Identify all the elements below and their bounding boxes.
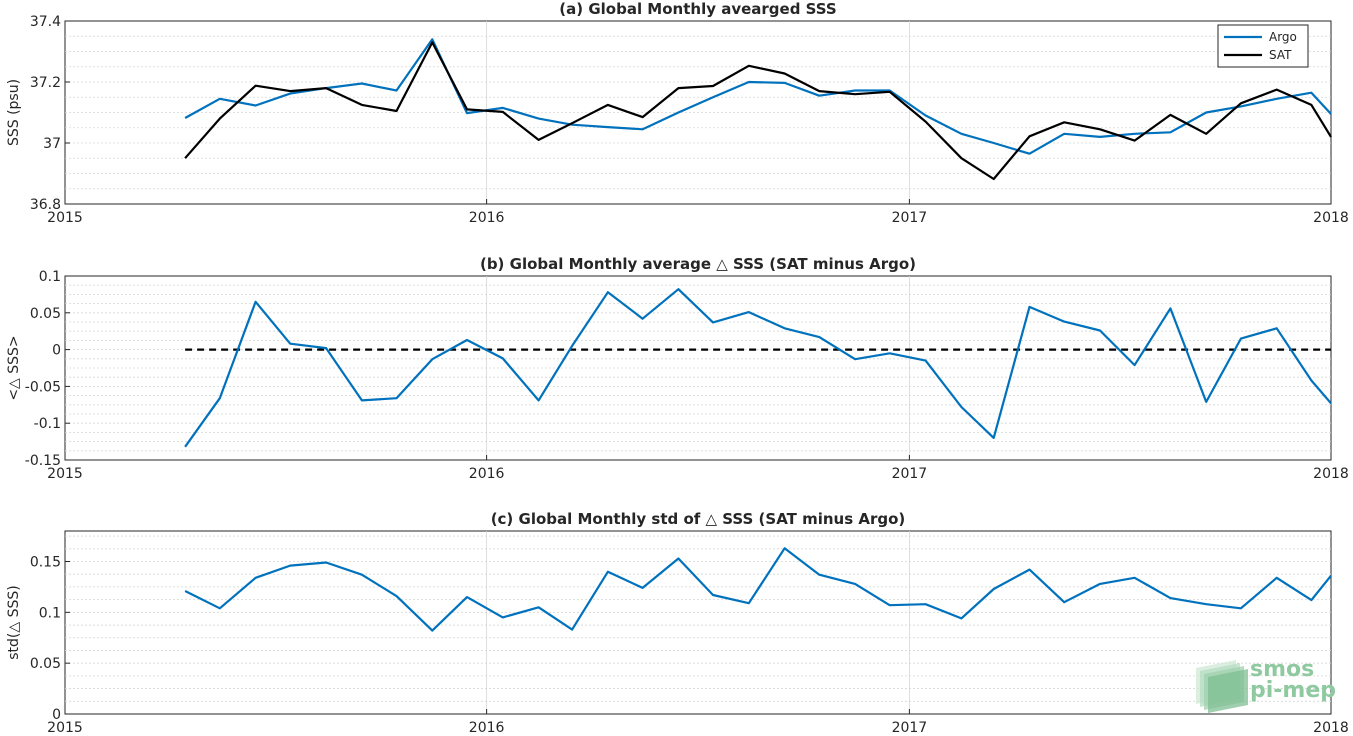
- chart-title: (a) Global Monthly avearged SSS: [559, 0, 836, 18]
- legend-box: [1217, 24, 1309, 68]
- y-tick-label: 37.4: [30, 14, 61, 30]
- legend: Argo SAT: [1217, 24, 1309, 68]
- x-tick-label: 2017: [892, 466, 928, 482]
- y-tick-label: 0.05: [30, 656, 61, 672]
- y-tick-label: 0: [52, 343, 61, 359]
- panel-c: 2015 2016 2017 2018 0 0.05 0.1 0.15 (c) Global M…: [6, 510, 1349, 736]
- y-tick-label: 0.1: [39, 269, 61, 285]
- logo-wave-shape: [1208, 669, 1248, 713]
- y-tick-label: -0.15: [25, 453, 61, 469]
- x-tick-label: 2015: [47, 210, 83, 226]
- series-1-line: [184, 547, 1332, 632]
- x-tick-label: 2016: [469, 210, 505, 226]
- y-tick-label: 0.1: [39, 605, 61, 621]
- x-tick-label: 2018: [1313, 210, 1349, 226]
- y-tick-label: 37.2: [30, 75, 61, 91]
- legend-entry: SAT: [1269, 48, 1292, 62]
- y-tick-label: 0.05: [30, 306, 61, 322]
- logo-text-pimep: pi-mep: [1250, 678, 1336, 703]
- series-1-line: [184, 288, 1332, 448]
- axes-box: [64, 530, 1332, 715]
- panel-a: 2015 2016 2017 2018 36.8 37 37.2 37.4 (a) Global…: [6, 0, 1349, 226]
- y-axis-label: std(△ SSS): [6, 585, 22, 659]
- y-tick-label: -0.05: [25, 379, 61, 395]
- x-tick-label: 2016: [469, 720, 505, 736]
- legend-entry: Argo: [1269, 30, 1297, 44]
- y-axis-label: SSS (psu): [6, 79, 22, 146]
- y-tick-label: -0.1: [34, 416, 61, 432]
- y-axis-label: <△ SSS>: [6, 335, 22, 400]
- argo-line: [184, 38, 1332, 155]
- chart-title: (b) Global Monthly average △ SSS (SAT mi…: [480, 255, 916, 273]
- y-tick-label: 0.15: [30, 555, 61, 571]
- y-tick-label: 36.8: [30, 197, 61, 213]
- y-tick-label: 37: [43, 136, 61, 152]
- x-tick-label: 2017: [892, 210, 928, 226]
- logo-text-smos: smos: [1250, 657, 1314, 682]
- x-tick-label: 2015: [47, 720, 83, 736]
- sat-line: [184, 41, 1332, 181]
- y-tick-label: 0: [52, 707, 61, 723]
- x-tick-label: 2016: [469, 466, 505, 482]
- x-tick-label: 2017: [892, 720, 928, 736]
- x-tick-label: 2018: [1313, 720, 1349, 736]
- panel-b: 2015 2016 2017 2018 -0.15 -0.1 -0.05 0 0.05 0.1 (b…: [6, 255, 1349, 482]
- x-tick-label: 2018: [1313, 466, 1349, 482]
- x-tick-label: 2015: [47, 466, 83, 482]
- chart-title: (c) Global Monthly std of △ SSS (SAT min…: [491, 510, 906, 528]
